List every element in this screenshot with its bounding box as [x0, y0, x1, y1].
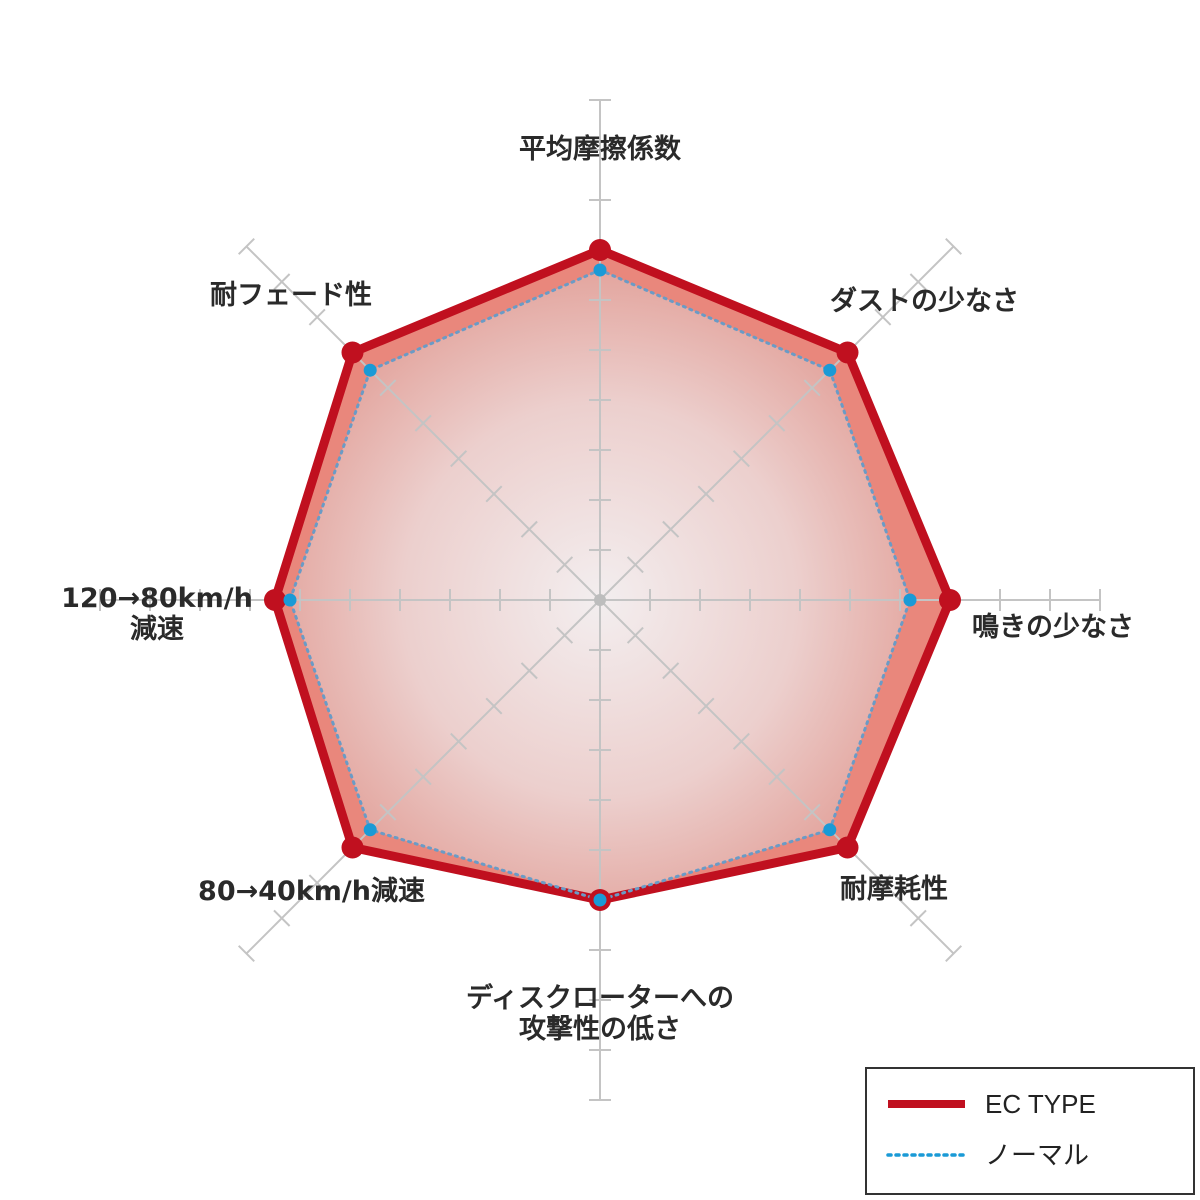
- radar-tick: [414, 414, 432, 432]
- ec-type-point: [589, 239, 611, 261]
- radar-tick: [520, 662, 538, 680]
- radar-tick: [874, 874, 892, 892]
- radar-tick: [945, 945, 963, 963]
- axis-label-4-line2: 攻撃性の低さ: [519, 1014, 681, 1045]
- radar-tick: [273, 909, 291, 927]
- legend-label-ec-type: EC TYPE: [985, 1089, 1096, 1119]
- radar-tick: [874, 308, 892, 326]
- legend-box: [865, 1067, 1195, 1195]
- radar-tick: [485, 697, 503, 715]
- ec-type-point: [836, 341, 859, 364]
- radar-tick: [308, 308, 326, 326]
- radar-tick: [237, 945, 255, 963]
- radar-grid: [99, 99, 1101, 1101]
- normal-point: [363, 823, 377, 837]
- radar-tick: [450, 732, 468, 750]
- legend-label-normal: ノーマル: [985, 1140, 1089, 1170]
- normal-point: [823, 363, 837, 377]
- radar-tick: [803, 379, 821, 397]
- radar-tick: [697, 697, 715, 715]
- radar-tick: [697, 485, 715, 503]
- axis-label-2: 鳴きの少なさ: [972, 612, 1134, 643]
- axis-label-3: 耐摩耗性: [840, 873, 948, 905]
- ec-type-point: [341, 836, 364, 859]
- normal-point: [363, 363, 377, 377]
- normal-point: [593, 263, 607, 277]
- axis-label-0: 平均摩擦係数: [519, 133, 682, 165]
- radar-tick: [379, 803, 397, 821]
- ec-type-point: [264, 589, 286, 611]
- axis-label-6: 120→80km/h: [61, 583, 253, 614]
- radar-tick: [556, 556, 574, 574]
- radar-center: [594, 594, 606, 606]
- ec-type-point: [939, 589, 961, 611]
- radar-tick: [450, 450, 468, 468]
- normal-point: [823, 823, 837, 837]
- radar-tick: [945, 237, 963, 255]
- axis-label-1: ダストの少なさ: [830, 285, 1019, 317]
- radar-tick: [379, 379, 397, 397]
- radar-tick: [732, 732, 750, 750]
- radar-tick: [273, 273, 291, 291]
- normal-line: [288, 268, 912, 902]
- radar-tick: [626, 556, 644, 574]
- radar-tick: [626, 626, 644, 644]
- radar-tick: [768, 414, 786, 432]
- radar-tick: [803, 803, 821, 821]
- radar-tick: [662, 662, 680, 680]
- radar-tick: [414, 768, 432, 786]
- normal-point: [283, 593, 297, 607]
- radar-tick: [909, 273, 927, 291]
- radar-tick: [662, 520, 680, 538]
- radar-tick: [237, 237, 255, 255]
- axis-label-5: 80→40km/h減速: [198, 876, 425, 907]
- axis-label-6-line2: 減速: [130, 614, 184, 645]
- radar-tick: [732, 450, 750, 468]
- radar-tick: [520, 520, 538, 538]
- axis-label-7: 耐フェード性: [210, 280, 372, 311]
- radar-tick: [308, 874, 326, 892]
- radar-tick: [768, 768, 786, 786]
- radar-tick: [909, 909, 927, 927]
- normal-point: [903, 593, 917, 607]
- ec-type-point: [836, 836, 859, 859]
- radar-tick: [485, 485, 503, 503]
- normal-point: [593, 893, 607, 907]
- axis-label-4: ディスクローターへの: [466, 982, 734, 1014]
- ec-type-point: [341, 341, 364, 364]
- radar-tick: [556, 626, 574, 644]
- legend: EC TYPE ノーマル: [865, 1067, 1195, 1195]
